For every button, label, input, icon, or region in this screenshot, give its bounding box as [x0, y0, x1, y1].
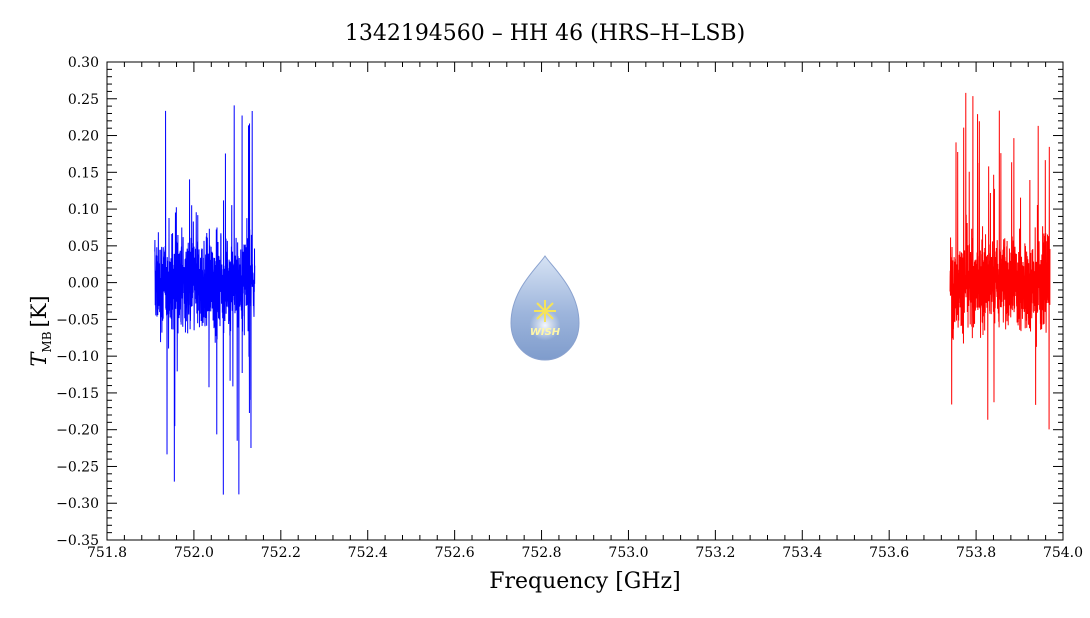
red-spectrum-line: [949, 92, 1051, 430]
y-tick-label: −0.05: [56, 312, 99, 328]
y-tick-label: 0.05: [68, 239, 99, 255]
y-axis-label-unit: [K]: [27, 295, 51, 327]
plot-series: [154, 92, 1051, 495]
x-axis-label: Frequency [GHz]: [489, 569, 681, 594]
y-tick-label: 0.20: [68, 129, 99, 145]
x-axis: 751.8 752.0 752.2 752.4 752.6 752.8 753.0 753.2…: [87, 62, 1083, 561]
x-tick-label: 752.4: [348, 545, 388, 561]
x-tick-label: 753.4: [782, 545, 822, 561]
y-tick-label: 0.25: [68, 92, 99, 108]
svg-text:TMB[K]: TMB [K]: [27, 295, 54, 366]
y-axis-label-main: T: [27, 351, 51, 367]
y-tick-label: −0.35: [56, 533, 99, 549]
blue-spectrum-line: [154, 105, 256, 495]
x-tick-label: 752.8: [521, 545, 561, 561]
y-tick-label: −0.25: [56, 459, 99, 475]
x-tick-label: 752.0: [174, 545, 214, 561]
y-axis-label: TMB [K]: [27, 295, 54, 366]
y-tick-label: 0.00: [68, 276, 99, 292]
x-tick-label: 752.2: [261, 545, 301, 561]
x-tick-label: 754.0: [1043, 545, 1083, 561]
y-tick-label: 0.15: [68, 165, 99, 181]
chart-title: 1342194560 – HH 46 (HRS–H–LSB): [345, 21, 745, 46]
x-tick-label: 753.2: [695, 545, 735, 561]
wish-logo-icon: WISH: [510, 255, 580, 361]
x-tick-label: 752.6: [435, 545, 475, 561]
y-tick-label: 0.30: [68, 55, 99, 71]
x-tick-label: 751.8: [87, 545, 127, 561]
y-tick-label: 0.10: [68, 202, 99, 218]
x-tick-label: 753.6: [869, 545, 909, 561]
plot-frame: [106, 61, 1064, 541]
x-tick-label: 753.8: [956, 545, 996, 561]
y-tick-label: −0.20: [56, 423, 99, 439]
y-axis: 0.30 0.25 0.20 0.15 0.10 0.05 0.00 −0.05 −0.10 −0…: [56, 55, 1063, 549]
y-tick-label: −0.30: [56, 496, 99, 512]
y-tick-label: −0.15: [56, 386, 99, 402]
x-tick-label: 753.0: [608, 545, 648, 561]
y-axis-label-sub: MB: [40, 331, 54, 352]
y-tick-label: −0.10: [56, 349, 99, 365]
wish-logo-text: WISH: [530, 327, 561, 338]
